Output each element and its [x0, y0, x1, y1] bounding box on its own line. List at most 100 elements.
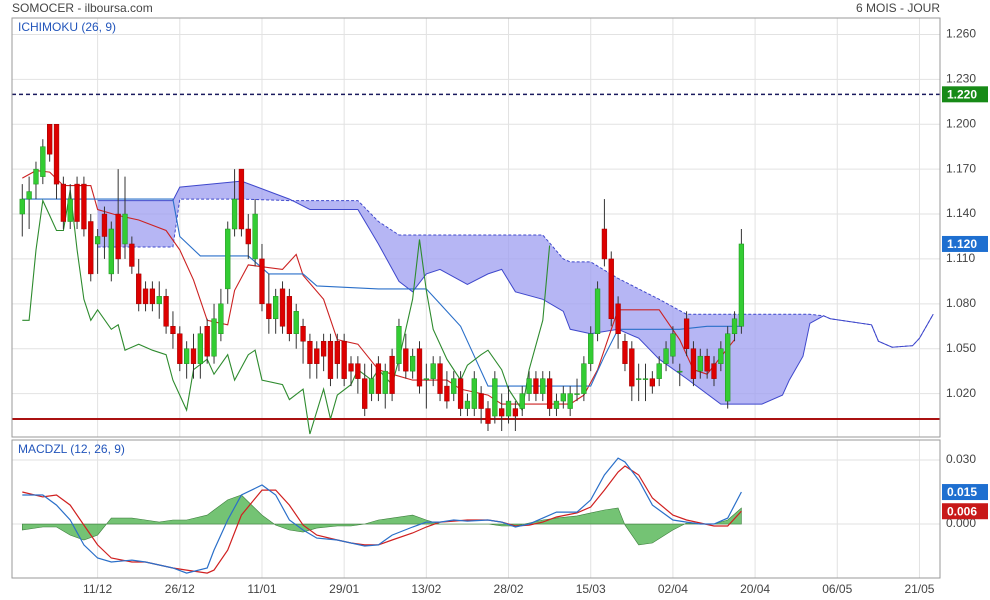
candle-body [314, 348, 320, 364]
x-tick-label: 06/05 [822, 582, 852, 596]
candle-body [526, 378, 532, 394]
candle-body [642, 378, 649, 380]
price-marker [942, 484, 988, 501]
candle-body [567, 393, 573, 409]
plot-area [12, 440, 940, 578]
candle-body [499, 408, 505, 417]
candle-body [156, 296, 162, 305]
candle-body [546, 378, 553, 409]
candle-body [519, 393, 525, 409]
indicator-line [22, 190, 551, 435]
candle-body [663, 348, 669, 364]
price-marker-label: 0.015 [947, 485, 977, 499]
candle-body [581, 363, 587, 394]
candle-body [129, 243, 135, 267]
panel-title: MACDZL (12, 26, 9) [18, 442, 125, 456]
candle-body [33, 168, 39, 185]
candle-body [355, 363, 361, 379]
candle-body [560, 393, 566, 402]
plot-area [12, 18, 940, 437]
price-marker-label: 1.120 [947, 237, 977, 251]
candle-body [259, 258, 265, 305]
candle-body [53, 123, 60, 185]
candle-body [478, 393, 484, 409]
y-tick-label: 1.140 [946, 206, 976, 220]
x-tick-label: 11/12 [83, 582, 112, 596]
price-marker-label: 1.220 [947, 87, 977, 101]
header-period: 6 MOIS - JOUR [856, 1, 940, 15]
candle-body [437, 363, 443, 394]
candle-body [656, 363, 662, 379]
candle-body [533, 378, 539, 394]
candle-body [423, 378, 429, 380]
candle-body [704, 355, 710, 372]
y-tick-label: 1.170 [946, 161, 976, 175]
macd-line [22, 457, 742, 574]
candle-body [94, 236, 101, 245]
candle-body [225, 228, 231, 290]
candle-body [416, 348, 423, 387]
candle-body [375, 363, 382, 394]
candle-body [190, 348, 197, 364]
candle-body [218, 303, 224, 334]
candle-body [677, 370, 683, 373]
candle-body [594, 288, 601, 334]
candle-body [197, 333, 203, 364]
candle-body [451, 378, 457, 394]
candle-body [362, 378, 368, 409]
candle-body [341, 340, 347, 379]
candle-body [629, 348, 635, 387]
candle-body [40, 146, 46, 177]
candle-body [601, 228, 608, 260]
candle-body [711, 363, 717, 379]
candle-body [26, 191, 32, 200]
candle-body [238, 168, 245, 230]
candle-body [60, 183, 67, 222]
x-tick-label: 26/12 [165, 582, 195, 596]
candle-body [690, 348, 697, 379]
x-tick-label: 11/01 [247, 582, 276, 596]
y-tick-label: 0.030 [946, 452, 976, 466]
y-tick-label: 1.200 [946, 116, 976, 130]
candle-body [622, 340, 628, 364]
candle-body [382, 370, 388, 394]
panel: 1.020 1.050 1.080 1.110 1.140 1.170 1.200 1.230… [11, 17, 988, 438]
candle-body [293, 311, 299, 334]
candle-body [464, 400, 471, 409]
candle-body [725, 333, 731, 402]
candle-body [574, 393, 580, 395]
candle-body [471, 378, 477, 409]
candle-body [410, 355, 416, 372]
candle-body [300, 326, 306, 342]
candle-body [245, 228, 251, 245]
candle-body [122, 213, 128, 245]
candle-body [615, 303, 621, 334]
panel: 0.000 0.030 11/12 26/12 11/01 29/01 13/02 28/02… [11, 439, 988, 596]
candle-body [320, 340, 327, 357]
candle-body [457, 378, 464, 409]
price-marker [942, 235, 988, 252]
candle-body [485, 408, 491, 424]
candle-body [81, 183, 87, 230]
candle-body [211, 318, 217, 357]
panel-frame [11, 439, 941, 579]
candle-body [636, 378, 642, 380]
candle-body [649, 378, 656, 387]
histogram-area [21, 494, 742, 546]
candle-body [683, 318, 690, 349]
candle-body [149, 288, 156, 305]
candle-body [540, 378, 546, 394]
candle-body [307, 340, 313, 364]
candle-body [204, 326, 210, 357]
x-tick-label: 15/03 [576, 582, 606, 596]
candle-body [136, 273, 142, 305]
candle-body [115, 213, 121, 260]
panel-title: ICHIMOKU (26, 9) [18, 20, 116, 34]
price-marker [942, 503, 988, 520]
candle-body [430, 363, 436, 379]
header-title: SOMOCER - ilboursa.com [12, 1, 153, 15]
candle-body [396, 326, 402, 364]
candle-body [108, 228, 114, 275]
